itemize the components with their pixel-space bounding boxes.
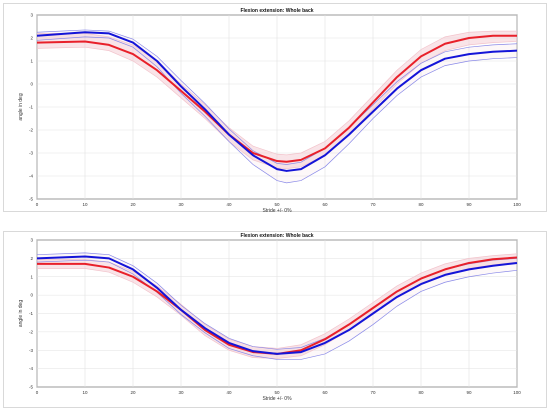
y-tick-label: 0	[30, 293, 33, 298]
y-tick-label: -4	[29, 366, 33, 371]
x-axis-label: Stride +/- 0%	[262, 208, 292, 214]
y-tick-label: 3	[30, 13, 33, 18]
y-tick-label: -5	[29, 385, 33, 390]
y-tick-label: -5	[29, 197, 33, 202]
y-tick-label: -4	[29, 174, 33, 179]
series-upper-bound-0	[37, 30, 517, 156]
chart-title: Flexion extension: Whole back	[240, 8, 313, 14]
x-tick-label: 20	[130, 202, 136, 207]
x-tick-label: 10	[82, 390, 88, 395]
series-line-0	[36, 34, 517, 163]
x-tick-label: 20	[130, 390, 136, 395]
x-tick-label: 0	[36, 202, 39, 207]
x-tick-label: 50	[274, 390, 280, 395]
x-axis-label: Stride +/- 0%	[262, 396, 292, 402]
figure-frame	[3, 231, 547, 408]
chart-title: Flexion extension: Whole back	[240, 233, 313, 239]
y-tick-label: -1	[29, 105, 33, 110]
x-tick-label: 50	[274, 202, 280, 207]
y-tick-label: -2	[29, 329, 33, 334]
y-tick-label: -3	[29, 151, 33, 156]
series-band-0	[37, 31, 517, 169]
y-tick-label: -2	[29, 128, 33, 133]
y-tick-label: -1	[29, 311, 33, 316]
x-tick-label: 30	[178, 202, 184, 207]
y-tick-label: 2	[30, 256, 33, 261]
x-tick-label: 90	[466, 202, 472, 207]
y-tick-label: -3	[29, 348, 33, 353]
chart-svg-bottom: 0 10 20 30 40 50 60 70 80 90 1003210-1-2-3-4-5Flex…	[18, 233, 521, 402]
y-tick-label: 3	[30, 238, 33, 243]
x-tick-label: 80	[418, 390, 424, 395]
chart-svg-top: 0 10 20 30 40 50 60 70 80 90 1003210-1-2-3-4-5Flex…	[18, 8, 521, 214]
y-tick-label: 1	[30, 274, 33, 279]
y-tick-label: 1	[30, 59, 33, 64]
y-tick-label: 2	[30, 36, 33, 41]
x-tick-label: 60	[322, 202, 328, 207]
y-axis-label: angle in deg	[18, 300, 24, 327]
x-tick-label: 10	[82, 202, 88, 207]
series-lower-bound-1	[36, 259, 518, 360]
chart-panel-bottom: 0 10 20 30 40 50 60 70 80 90 100 3 2 1 0 -1 -2 -3 -4 -5 Flex…	[0, 228, 550, 411]
y-axis-label: angle in deg	[18, 93, 24, 120]
y-tick-label: 0	[30, 82, 33, 87]
x-tick-label: 40	[226, 202, 232, 207]
series-lower-bound-1	[36, 36, 518, 184]
series-line-1	[36, 255, 518, 355]
x-tick-label: 40	[226, 390, 232, 395]
x-tick-label: 0	[36, 390, 39, 395]
figure-frame	[3, 3, 547, 212]
x-tick-label: 30	[178, 390, 184, 395]
series-line-1	[36, 31, 518, 172]
x-tick-label: 70	[370, 390, 376, 395]
series-lower-bound-0	[36, 41, 518, 169]
panel-separator	[0, 215, 550, 228]
x-tick-label: 100	[513, 202, 521, 207]
x-tick-label: 60	[322, 390, 328, 395]
x-tick-label: 90	[466, 390, 472, 395]
x-tick-label: 100	[513, 390, 521, 395]
x-tick-label: 80	[418, 202, 424, 207]
chart-panel-top: 0 10 20 30 40 50 60 70 80 90 100 3 2 1 0 -1 -2 -3 -4 -5 Flex…	[3, 3, 547, 214]
series-upper-bound-1	[36, 29, 518, 165]
x-tick-label: 70	[370, 202, 376, 207]
